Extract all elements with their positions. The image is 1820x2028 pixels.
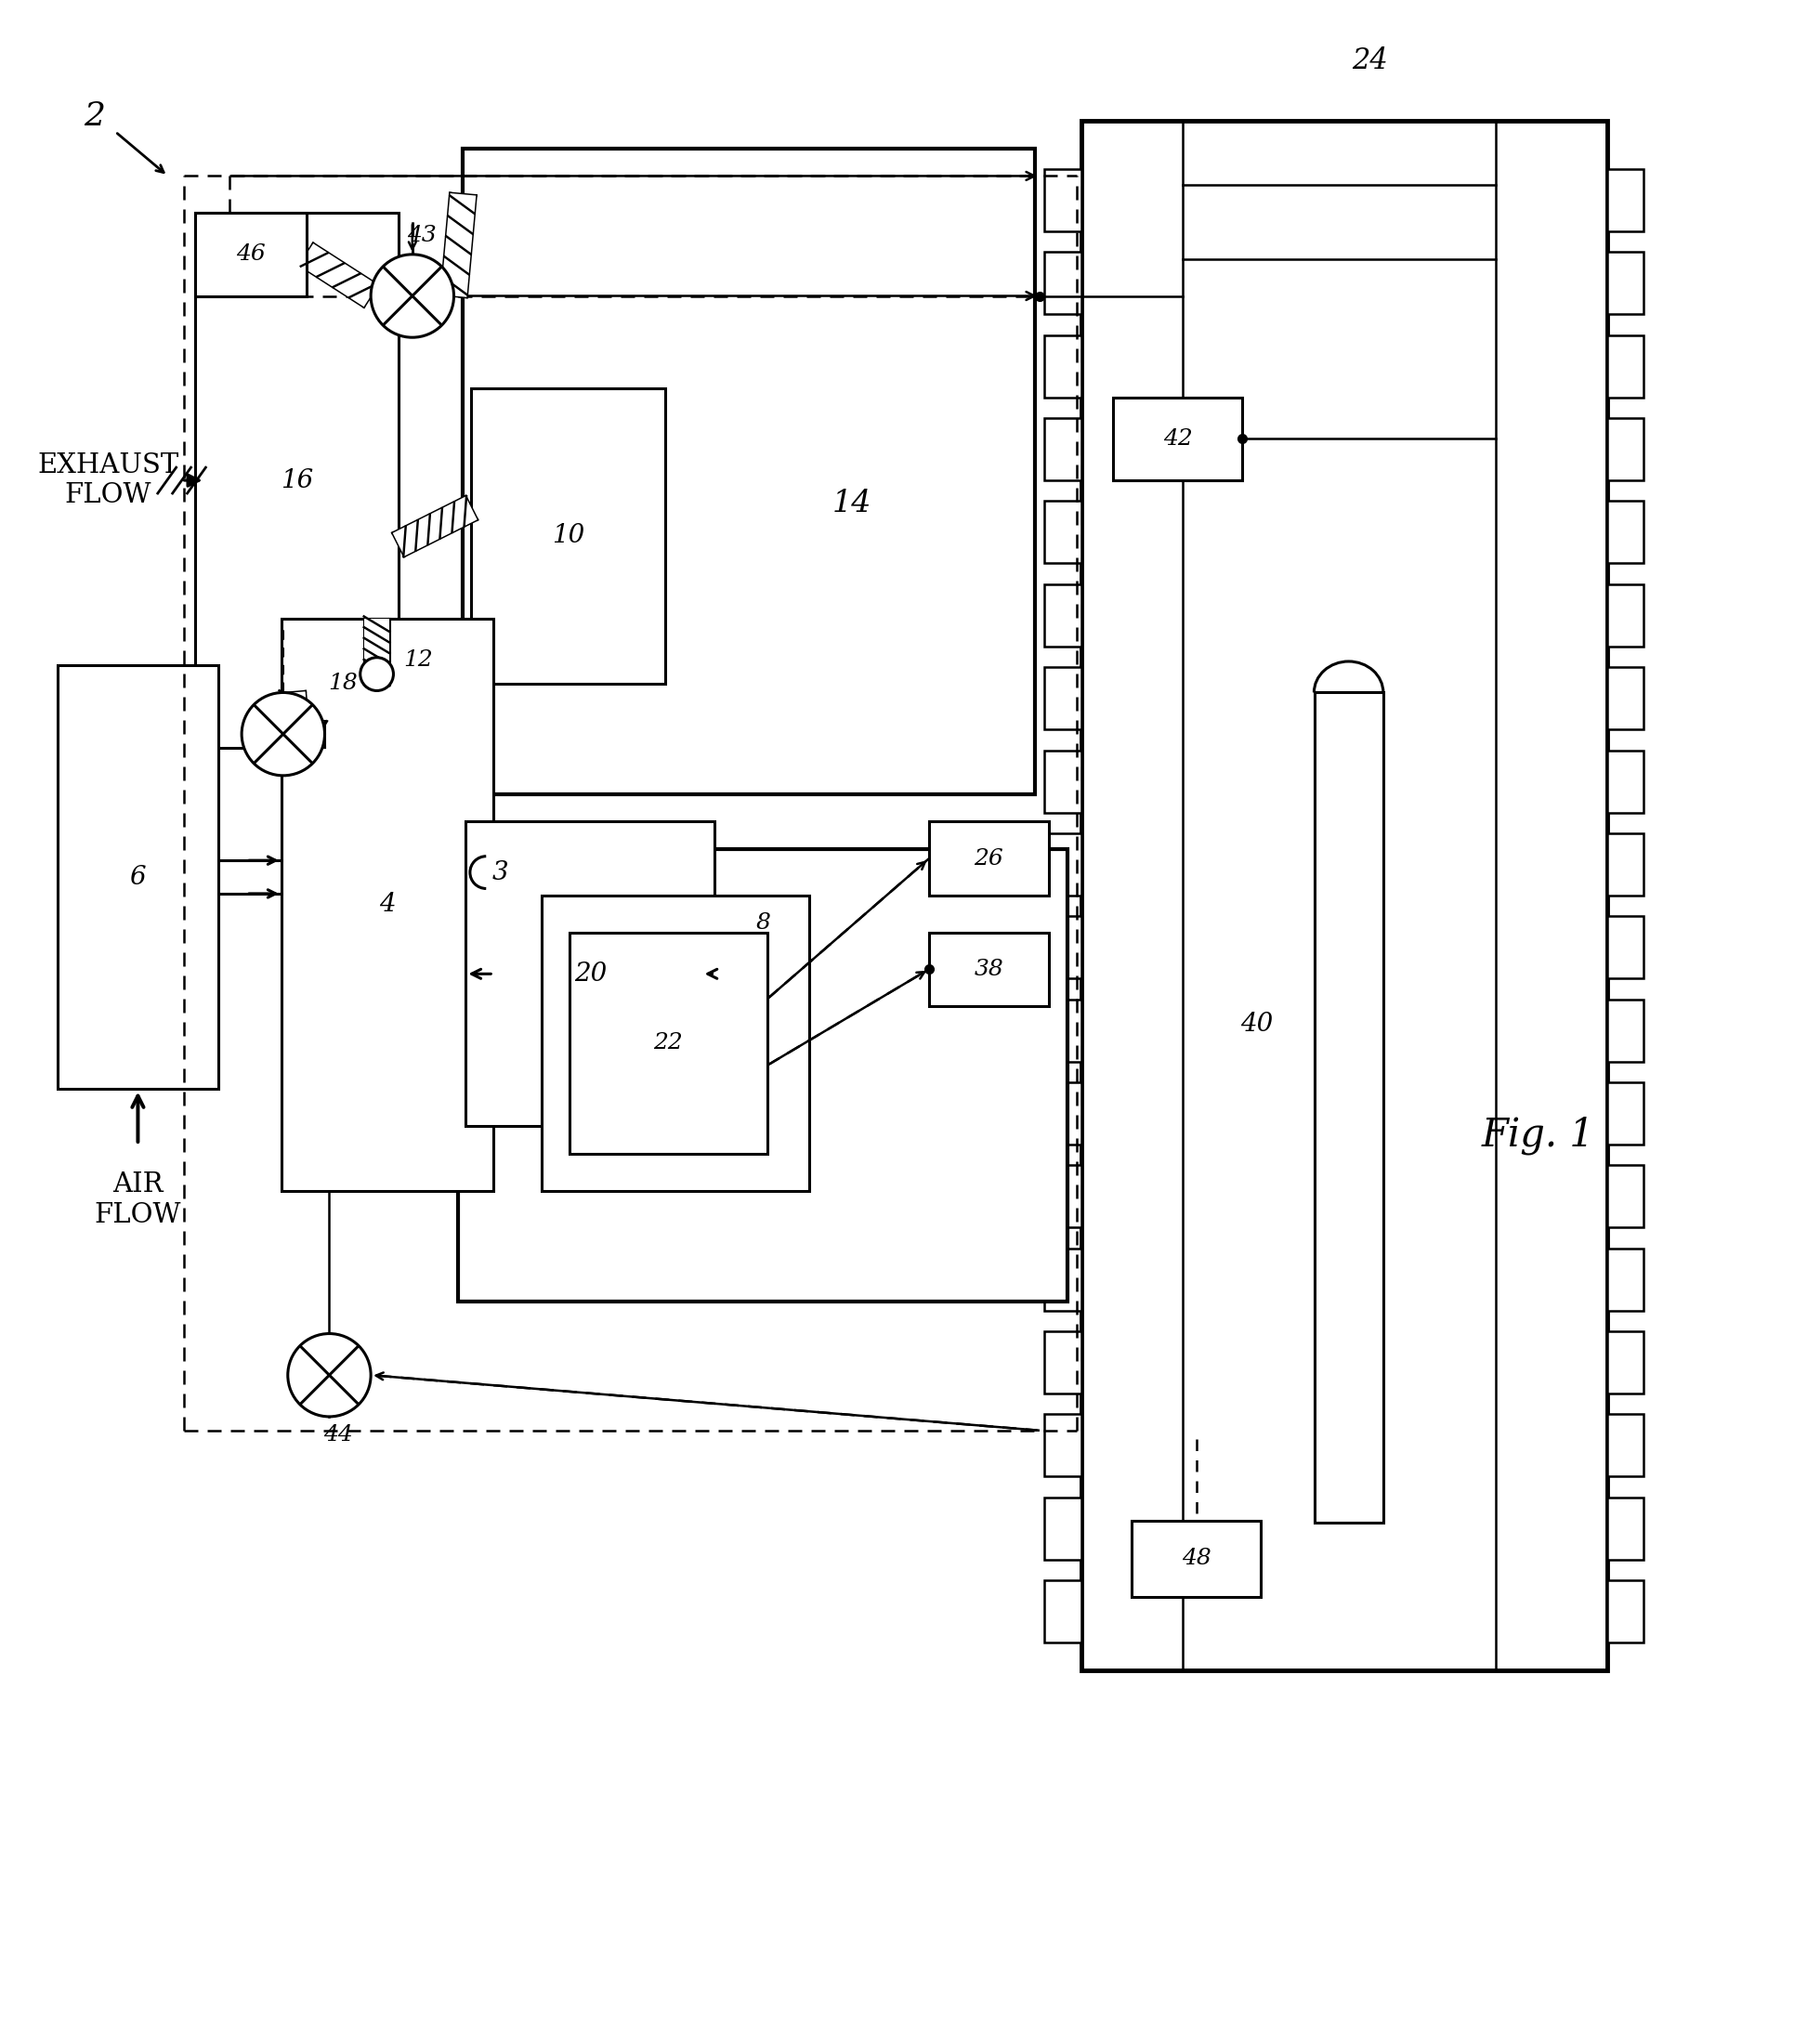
Text: 12: 12 bbox=[404, 649, 433, 671]
Text: 44: 44 bbox=[324, 1424, 353, 1446]
Text: 10: 10 bbox=[551, 523, 584, 548]
Text: 48: 48 bbox=[1181, 1547, 1210, 1570]
Text: 8: 8 bbox=[755, 913, 770, 933]
Circle shape bbox=[360, 657, 393, 692]
Text: 18: 18 bbox=[328, 673, 359, 694]
Bar bbox=[1607, 1000, 1643, 1061]
Bar bbox=[1607, 168, 1643, 231]
Bar bbox=[1607, 750, 1643, 813]
Text: Fig. 1: Fig. 1 bbox=[1481, 1115, 1594, 1154]
Bar bbox=[1045, 251, 1081, 314]
Bar bbox=[1607, 1249, 1643, 1310]
Circle shape bbox=[371, 254, 453, 337]
Bar bbox=[1045, 501, 1081, 564]
Bar bbox=[1607, 418, 1643, 481]
Bar bbox=[195, 213, 399, 748]
Text: 24: 24 bbox=[1352, 47, 1389, 75]
Text: 43: 43 bbox=[408, 225, 437, 247]
Bar bbox=[1607, 1497, 1643, 1560]
Bar bbox=[1607, 335, 1643, 397]
Bar bbox=[462, 148, 1036, 795]
Bar bbox=[570, 933, 768, 1154]
Bar bbox=[1045, 1083, 1081, 1144]
Bar bbox=[1045, 1580, 1081, 1643]
Text: 46: 46 bbox=[237, 243, 266, 266]
Bar bbox=[1607, 834, 1643, 896]
Bar bbox=[1607, 501, 1643, 564]
Text: AIR
FLOW: AIR FLOW bbox=[95, 1172, 182, 1227]
Bar bbox=[459, 850, 1067, 1302]
Bar bbox=[1081, 120, 1607, 1671]
Bar bbox=[195, 213, 306, 296]
Bar bbox=[466, 821, 715, 1126]
Bar bbox=[56, 665, 218, 1089]
Bar bbox=[1045, 1414, 1081, 1476]
Text: 42: 42 bbox=[1163, 428, 1192, 450]
Text: 40: 40 bbox=[1239, 1012, 1272, 1036]
Bar bbox=[1045, 168, 1081, 231]
Circle shape bbox=[242, 692, 324, 775]
Bar bbox=[928, 821, 1048, 896]
Bar bbox=[1045, 917, 1081, 977]
Bar bbox=[1045, 834, 1081, 896]
Bar bbox=[1045, 1497, 1081, 1560]
Bar bbox=[1607, 1166, 1643, 1227]
Text: 26: 26 bbox=[974, 848, 1003, 870]
Bar bbox=[1314, 692, 1383, 1523]
Text: EXHAUST
FLOW: EXHAUST FLOW bbox=[36, 452, 178, 509]
Circle shape bbox=[288, 1334, 371, 1418]
Text: 16: 16 bbox=[280, 468, 313, 493]
Text: 22: 22 bbox=[653, 1032, 682, 1055]
Bar bbox=[282, 619, 493, 1190]
Text: 20: 20 bbox=[573, 961, 606, 986]
Bar bbox=[1132, 1521, 1261, 1596]
Text: 3: 3 bbox=[491, 860, 508, 884]
Bar bbox=[1045, 335, 1081, 397]
Polygon shape bbox=[298, 243, 379, 306]
Text: 2: 2 bbox=[84, 99, 106, 132]
Text: 4: 4 bbox=[379, 892, 395, 917]
Bar bbox=[471, 387, 664, 683]
Bar bbox=[928, 933, 1048, 1006]
Bar bbox=[1045, 1000, 1081, 1061]
Bar bbox=[1045, 1330, 1081, 1393]
Bar bbox=[1114, 397, 1243, 481]
Bar bbox=[1045, 1166, 1081, 1227]
Polygon shape bbox=[440, 193, 477, 296]
Bar bbox=[1045, 584, 1081, 647]
Polygon shape bbox=[280, 692, 309, 748]
Bar bbox=[1607, 1330, 1643, 1393]
Polygon shape bbox=[364, 619, 389, 683]
Bar bbox=[1045, 667, 1081, 730]
Bar bbox=[1045, 418, 1081, 481]
Bar bbox=[1607, 667, 1643, 730]
Bar bbox=[1607, 917, 1643, 977]
Text: 14: 14 bbox=[832, 489, 872, 519]
Bar bbox=[542, 896, 810, 1190]
Text: 6: 6 bbox=[129, 864, 146, 890]
Polygon shape bbox=[282, 722, 324, 746]
Bar bbox=[1607, 1083, 1643, 1144]
Polygon shape bbox=[393, 497, 477, 556]
Text: 38: 38 bbox=[974, 959, 1003, 980]
Bar bbox=[1607, 1580, 1643, 1643]
Bar bbox=[1045, 750, 1081, 813]
Bar bbox=[1607, 1414, 1643, 1476]
Bar bbox=[1607, 584, 1643, 647]
Bar bbox=[1607, 251, 1643, 314]
Bar bbox=[1045, 1249, 1081, 1310]
